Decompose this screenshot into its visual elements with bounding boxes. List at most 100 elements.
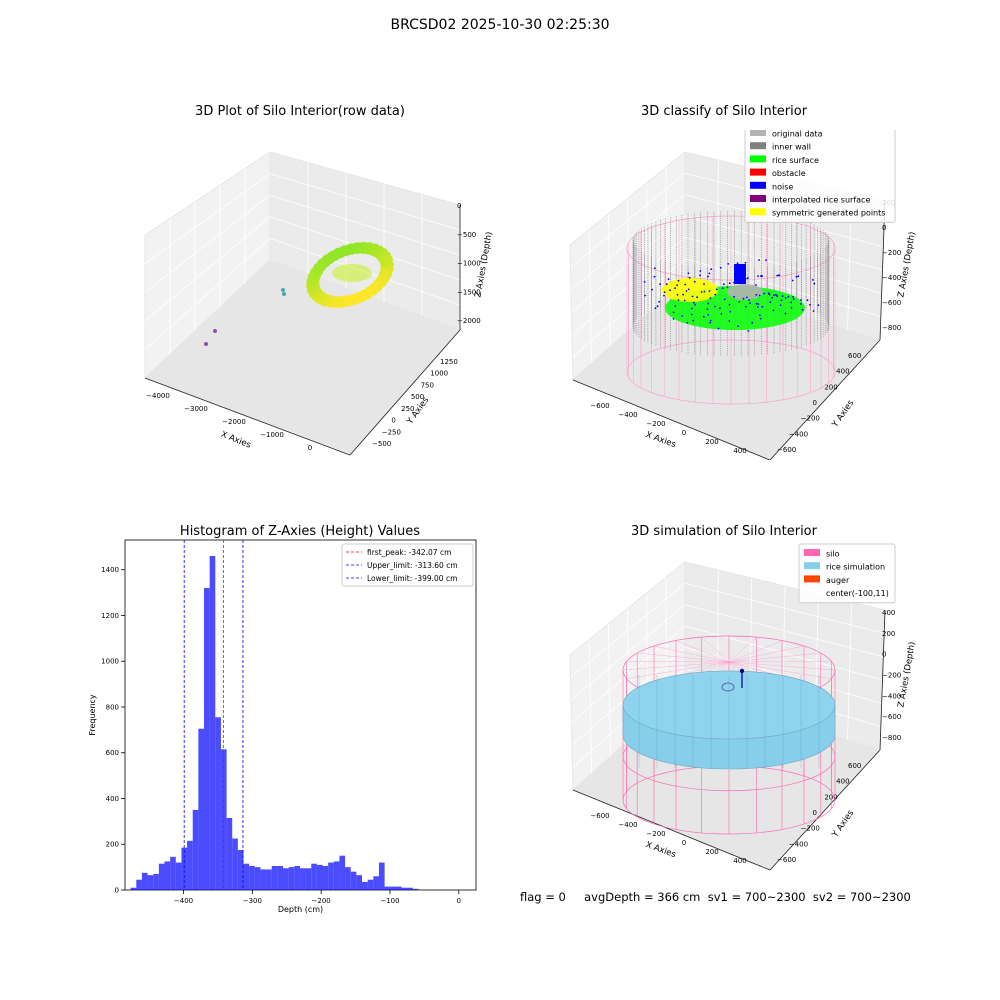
y-tick-label: 1400: [101, 566, 119, 574]
z-tick-label: −200: [882, 672, 901, 680]
histogram-bar: [220, 749, 227, 890]
y-tick-label: 0: [813, 399, 817, 407]
grid-line: [684, 604, 884, 658]
grid-line: [684, 236, 882, 294]
x-tick-label: −300: [243, 897, 262, 905]
noise-point: [800, 299, 802, 301]
x-tick-label: −400: [618, 821, 637, 829]
legend-label: silo: [826, 550, 840, 559]
noise-point: [781, 295, 784, 297]
noise-point: [686, 321, 689, 324]
silo-roof-wire: [728, 637, 757, 663]
noise-point: [688, 276, 691, 279]
silo-roof-wire: [653, 645, 730, 663]
noise-point: [775, 294, 777, 296]
noise-point: [706, 308, 709, 310]
y-tick-label: −200: [801, 825, 820, 833]
x-tick-label: −600: [590, 812, 609, 820]
noise-point: [693, 301, 695, 304]
legend-label: inner wall: [772, 143, 811, 152]
noise-point: [696, 296, 698, 299]
noise-point: [702, 315, 705, 318]
noise-point: [707, 314, 710, 316]
x-tick-label: 0: [308, 444, 312, 452]
simulation-plot-title: 3D simulation of Silo Interior: [631, 524, 817, 539]
noise-point: [659, 283, 661, 285]
z-tick-label: −800: [882, 734, 901, 742]
x-tick-label: −200: [312, 897, 331, 905]
x-tick-label: 200: [705, 438, 718, 446]
y-tick-label: 200: [106, 841, 119, 849]
histogram-bar: [153, 873, 159, 890]
histogram-bar: [288, 867, 295, 890]
noise-point: [809, 303, 811, 306]
noise-point: [672, 311, 675, 314]
x-tick-label: 400: [733, 857, 746, 865]
grid-line: [144, 173, 271, 264]
noise-points: [643, 259, 820, 332]
noise-point: [700, 291, 703, 293]
noise-point: [745, 296, 748, 299]
noise-point: [683, 299, 686, 302]
histogram-bar: [350, 871, 357, 890]
noise-point: [663, 291, 666, 293]
noise-point: [813, 282, 816, 285]
legend-box: [744, 130, 896, 223]
grid-line: [684, 646, 882, 704]
legend-label: obstacle: [772, 169, 806, 178]
noise-point: [738, 301, 741, 303]
noise-point: [687, 272, 690, 275]
noise-point: [658, 300, 660, 303]
histogram-bar: [373, 876, 379, 890]
noise-point: [736, 262, 739, 265]
y-tick-label: 250: [401, 405, 414, 413]
noise-point: [765, 259, 767, 262]
silo-roof-wire: [728, 640, 783, 663]
silo-roof-wire: [675, 640, 730, 663]
noise-point: [703, 283, 705, 285]
y-tick-label: 1200: [101, 612, 119, 620]
histogram-bar: [356, 875, 363, 890]
axis-line: [572, 379, 771, 460]
grid-line: [144, 238, 271, 350]
z-tick-label: −400: [882, 692, 901, 700]
legend-label: noise: [772, 182, 793, 191]
noise-point: [676, 284, 678, 286]
raw-point: [213, 329, 217, 333]
histogram-bar: [305, 868, 312, 890]
axis-line: [879, 609, 886, 751]
histogram-title: Histogram of Z-Axies (Height) Values: [179, 524, 421, 539]
noise-point: [687, 288, 690, 291]
noise-point: [773, 294, 775, 297]
noise-point: [748, 299, 750, 301]
noise-point: [812, 310, 815, 312]
noise-point: [755, 293, 758, 296]
grid-line: [269, 194, 461, 256]
histogram-bars: [130, 556, 419, 890]
histogram-bar: [260, 869, 267, 890]
z-tick-label: 200: [882, 630, 895, 638]
y-axis-label: Frequency: [88, 694, 97, 736]
axis-line: [349, 329, 461, 456]
y-tick-label: 200: [824, 383, 837, 391]
histogram-bar: [277, 865, 284, 890]
axis-line: [572, 789, 771, 871]
noise-point: [795, 275, 798, 278]
noise-point: [734, 264, 746, 284]
z-tick-label: −1500: [457, 288, 481, 296]
x-axis-label: Depth (cm): [278, 905, 323, 914]
x-axis-label: X Axies: [219, 430, 252, 451]
noise-point: [714, 305, 716, 308]
noise-point: [694, 303, 696, 306]
y-tick-label: 750: [421, 381, 434, 389]
x-tick-label: −100: [380, 897, 399, 905]
noise-point: [745, 305, 747, 308]
plot-area: [124, 539, 477, 891]
legend-label: interpolated rice surface: [772, 196, 870, 205]
histogram-bar: [243, 863, 250, 890]
z-tick-label: −200: [882, 249, 901, 257]
noise-point: [757, 303, 760, 305]
noise-point: [699, 270, 702, 272]
grid-line: [144, 216, 271, 322]
histogram-bar: [299, 868, 306, 890]
